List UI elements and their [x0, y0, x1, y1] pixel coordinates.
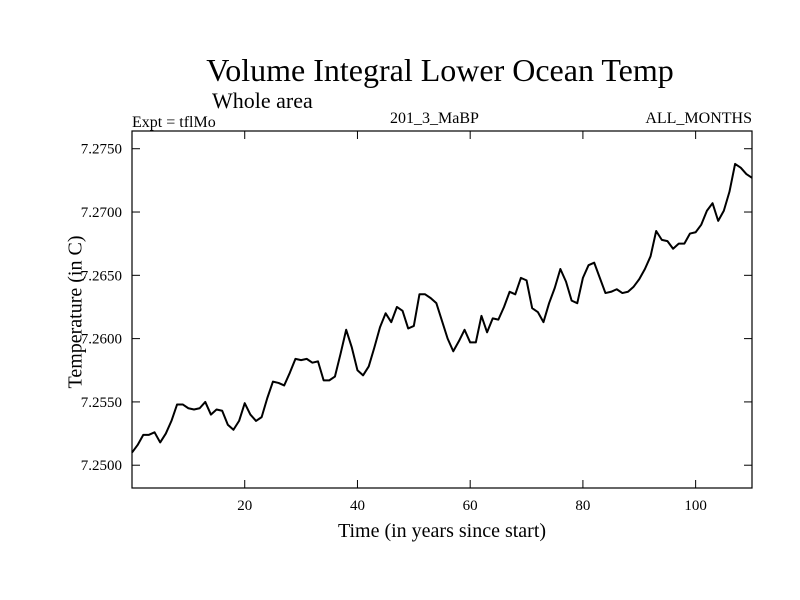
chart-subtitle: Whole area: [212, 88, 313, 113]
x-tick-label: 60: [463, 498, 478, 514]
run-label: 201_3_MaBP: [390, 110, 479, 127]
y-tick-label: 7.2650: [81, 268, 122, 284]
x-tick-label: 20: [237, 498, 252, 514]
y-tick-label: 7.2500: [81, 458, 122, 474]
x-tick-label: 40: [350, 498, 365, 514]
series-line: [131, 162, 753, 454]
y-tick-label: 7.2550: [81, 395, 122, 411]
x-axis-label: Time (in years since start): [337, 520, 547, 542]
y-tick-label: 7.2750: [81, 142, 122, 158]
x-tick-label: 100: [684, 498, 707, 514]
x-tick-label: 80: [575, 498, 590, 514]
y-tick-label: 7.2600: [81, 332, 122, 348]
y-tick-label: 7.2700: [81, 205, 122, 221]
months-label: ALL_MONTHS: [645, 110, 752, 127]
plot-frame: [131, 130, 753, 489]
experiment-label: Expt = tflMo: [132, 114, 216, 131]
chart-title: Volume Integral Lower Ocean Temp: [206, 52, 674, 88]
